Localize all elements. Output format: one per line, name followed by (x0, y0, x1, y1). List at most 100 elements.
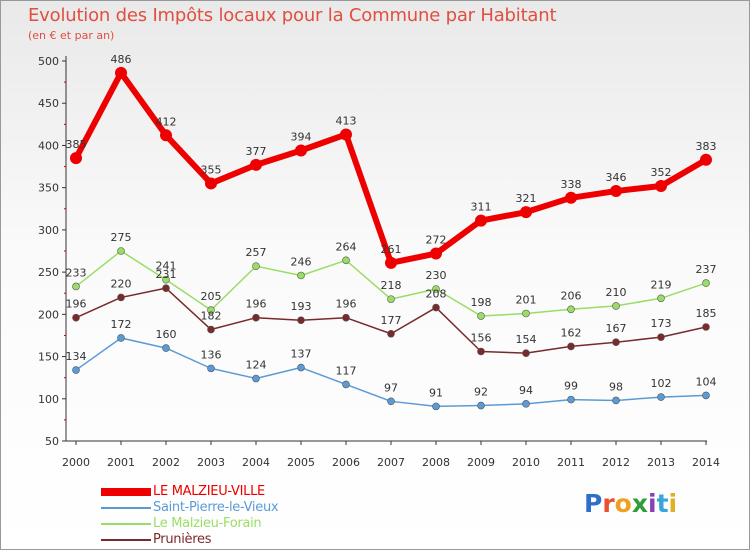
data-point (702, 279, 710, 287)
data-point (702, 391, 710, 400)
data-label: 237 (696, 263, 717, 276)
data-point (207, 325, 215, 334)
data-label: 136 (201, 348, 222, 361)
y-tick-label: 450 (38, 97, 59, 110)
data-point (340, 128, 352, 141)
data-label: 486 (111, 53, 132, 66)
y-tick-label: 50 (45, 435, 59, 448)
data-point (522, 400, 530, 408)
data-label: 218 (381, 279, 402, 292)
data-point (612, 338, 620, 347)
data-point (250, 158, 262, 171)
x-tick-label: 2011 (557, 456, 585, 469)
data-point (612, 396, 620, 405)
data-label: 355 (201, 163, 222, 176)
data-point (207, 364, 215, 373)
data-label: 91 (429, 386, 443, 399)
data-point (72, 366, 80, 374)
data-point (297, 363, 305, 372)
data-point (610, 185, 622, 198)
data-point (657, 393, 665, 401)
data-label: 346 (606, 171, 627, 184)
x-tick-label: 2005 (287, 456, 315, 469)
data-point (72, 313, 80, 322)
data-label: 94 (519, 384, 533, 397)
legend-swatch (101, 488, 151, 496)
data-label: 198 (471, 296, 492, 309)
data-label: 352 (651, 166, 672, 179)
data-label: 338 (561, 178, 582, 191)
data-label: 233 (66, 266, 87, 279)
data-point (477, 312, 485, 320)
data-point (430, 247, 442, 260)
x-tick-label: 2008 (422, 456, 450, 469)
data-label: 241 (156, 260, 177, 273)
legend-swatch (101, 523, 151, 525)
data-label: 321 (516, 192, 537, 205)
data-label: 99 (564, 380, 578, 393)
data-label: 257 (246, 246, 267, 259)
data-label: 231 (156, 268, 177, 281)
data-point (160, 129, 172, 142)
data-point (342, 380, 350, 389)
data-point (162, 275, 170, 284)
data-point (252, 313, 260, 322)
data-point (342, 256, 350, 265)
data-point (567, 305, 575, 314)
data-label: 413 (336, 114, 357, 127)
data-label: 246 (291, 255, 312, 268)
series-1 (72, 334, 710, 411)
data-labels: 385 486 412 355 377 394 413 261 272 311 321 338 346 3… (66, 53, 717, 400)
data-label: 177 (381, 314, 402, 327)
data-point (655, 179, 667, 192)
y-tick-label: 150 (38, 351, 59, 364)
data-label: 219 (651, 278, 672, 291)
data-point (385, 256, 397, 269)
data-point (612, 302, 620, 310)
data-point (162, 344, 170, 352)
data-label: 182 (201, 310, 222, 323)
data-label: 167 (606, 322, 627, 335)
data-label: 394 (291, 131, 312, 144)
data-label: 385 (66, 138, 87, 151)
x-tick-label: 2010 (512, 456, 540, 469)
data-label: 210 (606, 286, 627, 299)
data-point (567, 342, 575, 351)
data-point (477, 347, 485, 356)
proxiti-logo: Proxiti (584, 489, 678, 518)
data-label: 154 (516, 333, 537, 346)
x-tick-label: 2012 (602, 456, 630, 469)
data-point (700, 153, 712, 166)
data-label: 264 (336, 240, 357, 253)
data-label: 205 (201, 290, 222, 303)
data-point (72, 282, 80, 291)
data-label: 172 (111, 318, 132, 331)
data-label: 220 (111, 277, 132, 290)
data-label: 201 (516, 293, 537, 306)
data-label: 156 (471, 331, 492, 344)
data-point (207, 306, 215, 314)
data-label: 173 (651, 317, 672, 330)
data-label: 98 (609, 380, 623, 393)
data-point (522, 309, 530, 318)
data-label: 185 (696, 307, 717, 320)
legend-label: Saint-Pierre-le-Vieux (153, 500, 279, 515)
series-0 (70, 66, 712, 269)
legend-swatch (101, 539, 151, 541)
data-label: 196 (66, 298, 87, 311)
data-label: 196 (246, 298, 267, 311)
data-label: 117 (336, 364, 357, 377)
y-tick-label: 300 (38, 224, 59, 237)
x-tick-label: 2003 (197, 456, 225, 469)
data-point (117, 334, 125, 342)
data-label: 196 (336, 298, 357, 311)
data-point (567, 395, 575, 404)
y-tick-label: 350 (38, 182, 59, 195)
x-tick-label: 2013 (647, 456, 675, 469)
x-tick-label: 2001 (107, 456, 135, 469)
data-label: 102 (651, 377, 672, 390)
data-label: 377 (246, 145, 267, 158)
data-point (432, 285, 440, 293)
data-label: 160 (156, 328, 177, 341)
